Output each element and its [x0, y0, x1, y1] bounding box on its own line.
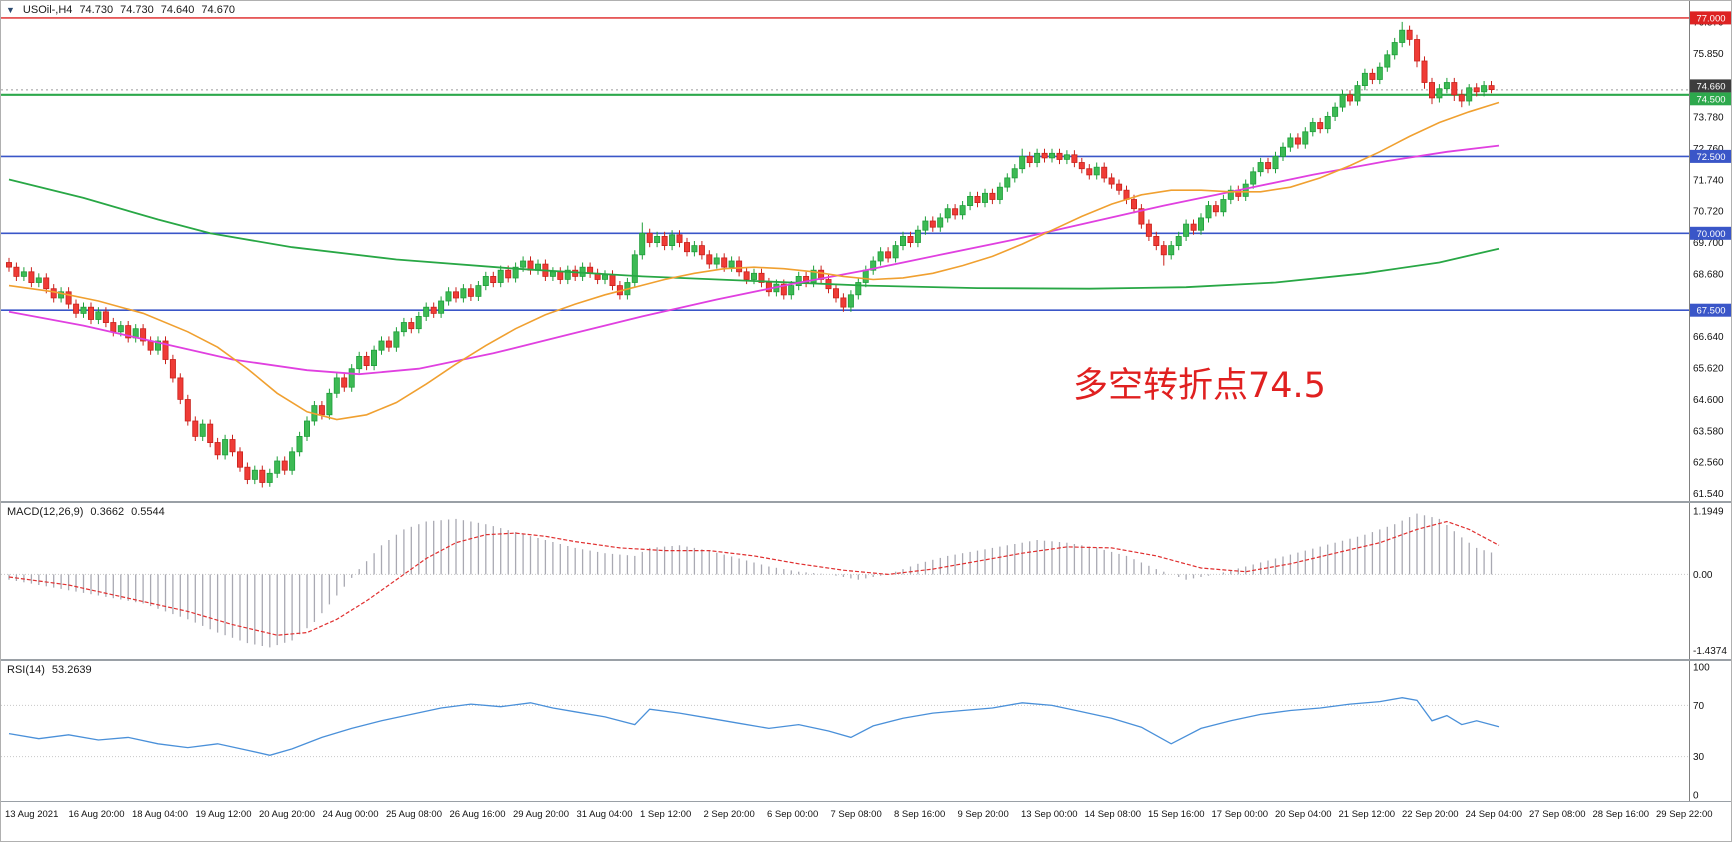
macd-signal-line	[8, 520, 1500, 636]
svg-text:30: 30	[1693, 752, 1705, 763]
macd-pane[interactable]: 1.1949 0.00 -1.4374	[1, 503, 1732, 659]
time-label: 9 Sep 20:00	[957, 809, 1009, 820]
rsi-value: 53.2639	[51, 664, 92, 676]
time-label: 29 Aug 20:00	[513, 809, 569, 820]
ma-lines	[8, 101, 1500, 421]
svg-text:61.540: 61.540	[1693, 489, 1724, 500]
svg-text:69.700: 69.700	[1693, 238, 1724, 249]
pane-separator[interactable]	[1, 659, 1731, 661]
rsi-line	[8, 697, 1500, 756]
svg-text:73.780: 73.780	[1693, 113, 1724, 124]
chart-annotation[interactable]: 多空转折点74.5	[1073, 366, 1326, 406]
time-label: 8 Sep 16:00	[894, 809, 946, 820]
time-label: 6 Sep 00:00	[767, 809, 819, 820]
macd-axis[interactable]: 1.1949 0.00 -1.4374	[1689, 503, 1728, 659]
price-axis[interactable]: 76.87075.85073.78072.76071.74070.72069.7…	[1689, 1, 1732, 501]
pane-separator	[1, 801, 1731, 802]
svg-text:77.000: 77.000	[1696, 13, 1725, 24]
time-label: 15 Sep 16:00	[1148, 809, 1205, 820]
pane-separator[interactable]	[1, 501, 1731, 503]
time-label: 19 Aug 12:00	[195, 809, 252, 820]
time-label: 28 Sep 16:00	[1592, 809, 1650, 820]
svg-text:75.850: 75.850	[1693, 49, 1724, 60]
rsi-axis[interactable]: 100 70 30 0	[1689, 661, 1711, 802]
svg-text:74.660: 74.660	[1696, 81, 1725, 92]
svg-text:63.580: 63.580	[1693, 426, 1724, 437]
time-label: 22 Sep 20:00	[1402, 809, 1459, 820]
ohlc-low: 74.640	[160, 4, 195, 16]
svg-text:70: 70	[1693, 701, 1705, 712]
chart-header: ▼ USOil-,H4 74.730 74.730 74.640 74.670	[6, 4, 242, 16]
time-label: 13 Sep 00:00	[1021, 809, 1078, 820]
time-label: 18 Aug 04:00	[132, 809, 188, 820]
time-label: 31 Aug 04:00	[576, 809, 633, 820]
sr-levels[interactable]	[1, 17, 1689, 312]
time-label: 20 Aug 20:00	[259, 809, 315, 820]
svg-text:71.740: 71.740	[1693, 175, 1724, 186]
ohlc-high: 74.730	[120, 4, 154, 16]
time-label: 24 Aug 00:00	[322, 809, 379, 820]
svg-text:62.560: 62.560	[1693, 458, 1724, 469]
ohlc-open: 74.730	[79, 4, 114, 16]
svg-text:-1.4374: -1.4374	[1693, 646, 1727, 657]
svg-text:66.640: 66.640	[1693, 332, 1724, 343]
macd-value-main: 0.3662	[90, 506, 125, 518]
svg-text:70.000: 70.000	[1696, 229, 1725, 240]
svg-text:0: 0	[1693, 791, 1699, 802]
macd-histogram	[8, 513, 1493, 648]
time-label: 29 Sep 22:00	[1656, 809, 1713, 820]
svg-text:64.600: 64.600	[1693, 395, 1724, 406]
svg-text:0.00: 0.00	[1693, 570, 1713, 581]
time-label: 16 Aug 20:00	[68, 809, 125, 820]
symbol-period-label: USOil-,H4	[22, 4, 73, 16]
svg-text:68.680: 68.680	[1693, 269, 1724, 280]
macd-value-signal: 0.5544	[131, 506, 165, 518]
svg-text:74.500: 74.500	[1696, 94, 1725, 105]
main-chart-pane[interactable]: 76.87075.85073.78072.76071.74070.72069.7…	[1, 1, 1732, 501]
svg-text:65.620: 65.620	[1693, 364, 1724, 375]
time-label: 14 Sep 08:00	[1084, 809, 1142, 820]
time-label: 27 Sep 08:00	[1529, 809, 1586, 820]
time-label: 25 Aug 08:00	[386, 809, 442, 820]
time-label: 26 Aug 16:00	[449, 809, 506, 820]
rsi-indicator-label: RSI(14) 53.2639	[7, 664, 99, 676]
macd-indicator-label: MACD(12,26,9) 0.3662 0.5544	[7, 506, 172, 518]
time-label: 20 Sep 04:00	[1275, 809, 1332, 820]
time-label: 21 Sep 12:00	[1338, 809, 1396, 820]
svg-text:1.1949: 1.1949	[1693, 507, 1724, 518]
time-label: 13 Aug 2021	[5, 809, 59, 820]
svg-text:72.760: 72.760	[1693, 144, 1724, 155]
time-label: 2 Sep 20:00	[703, 809, 755, 820]
rsi-name: RSI(14)	[7, 664, 45, 676]
rsi-pane[interactable]: 100 70 30 0	[1, 661, 1732, 801]
macd-name: MACD(12,26,9)	[7, 506, 84, 518]
time-axis[interactable]: 13 Aug 2021 16 Aug 20:00 18 Aug 04:00 19 Au…	[1, 802, 1731, 841]
svg-text:67.500: 67.500	[1696, 306, 1725, 317]
chart-dropdown-icon[interactable]: ▼	[6, 5, 15, 15]
time-label: 1 Sep 12:00	[640, 809, 692, 820]
svg-text:70.720: 70.720	[1693, 207, 1724, 218]
time-label: 24 Sep 04:00	[1465, 809, 1523, 820]
svg-text:100: 100	[1693, 663, 1710, 674]
time-label: 7 Sep 08:00	[830, 809, 882, 820]
time-label: 17 Sep 00:00	[1211, 809, 1269, 820]
svg-text:72.500: 72.500	[1696, 152, 1725, 163]
candles-layer	[6, 21, 1495, 488]
ohlc-close: 74.670	[201, 4, 236, 16]
